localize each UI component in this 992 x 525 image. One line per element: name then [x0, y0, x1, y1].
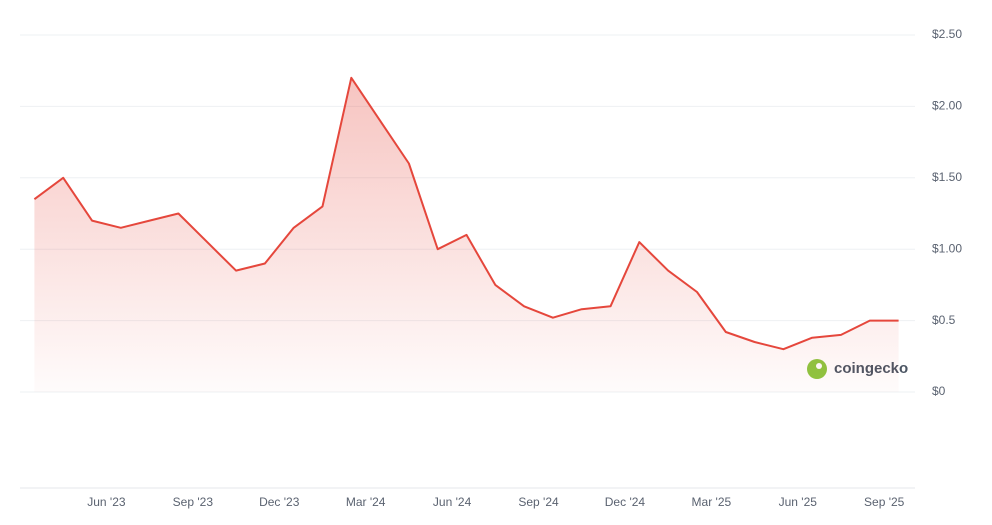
price-line	[33, 76, 899, 351]
x-tick-label: Sep '24	[518, 495, 559, 509]
y-tick-label: $0.5	[932, 313, 956, 327]
x-tick-label: Mar '24	[346, 495, 386, 509]
x-tick-label: Jun '24	[433, 495, 472, 509]
x-tick-label: Sep '23	[173, 495, 214, 509]
y-tick-label: $2.50	[932, 27, 962, 41]
y-tick-label: $1.00	[932, 241, 962, 255]
y-tick-label: $2.00	[932, 99, 962, 113]
x-tick-label: Sep '25	[864, 495, 905, 509]
x-tick-label: Mar '25	[692, 495, 732, 509]
x-tick-label: Dec '24	[605, 495, 646, 509]
y-tick-label: $0	[932, 384, 946, 398]
y-tick-label: $1.50	[932, 170, 962, 184]
x-tick-label: Dec '23	[259, 495, 300, 509]
x-tick-label: Jun '25	[779, 495, 818, 509]
x-tick-label: Jun '23	[87, 495, 126, 509]
